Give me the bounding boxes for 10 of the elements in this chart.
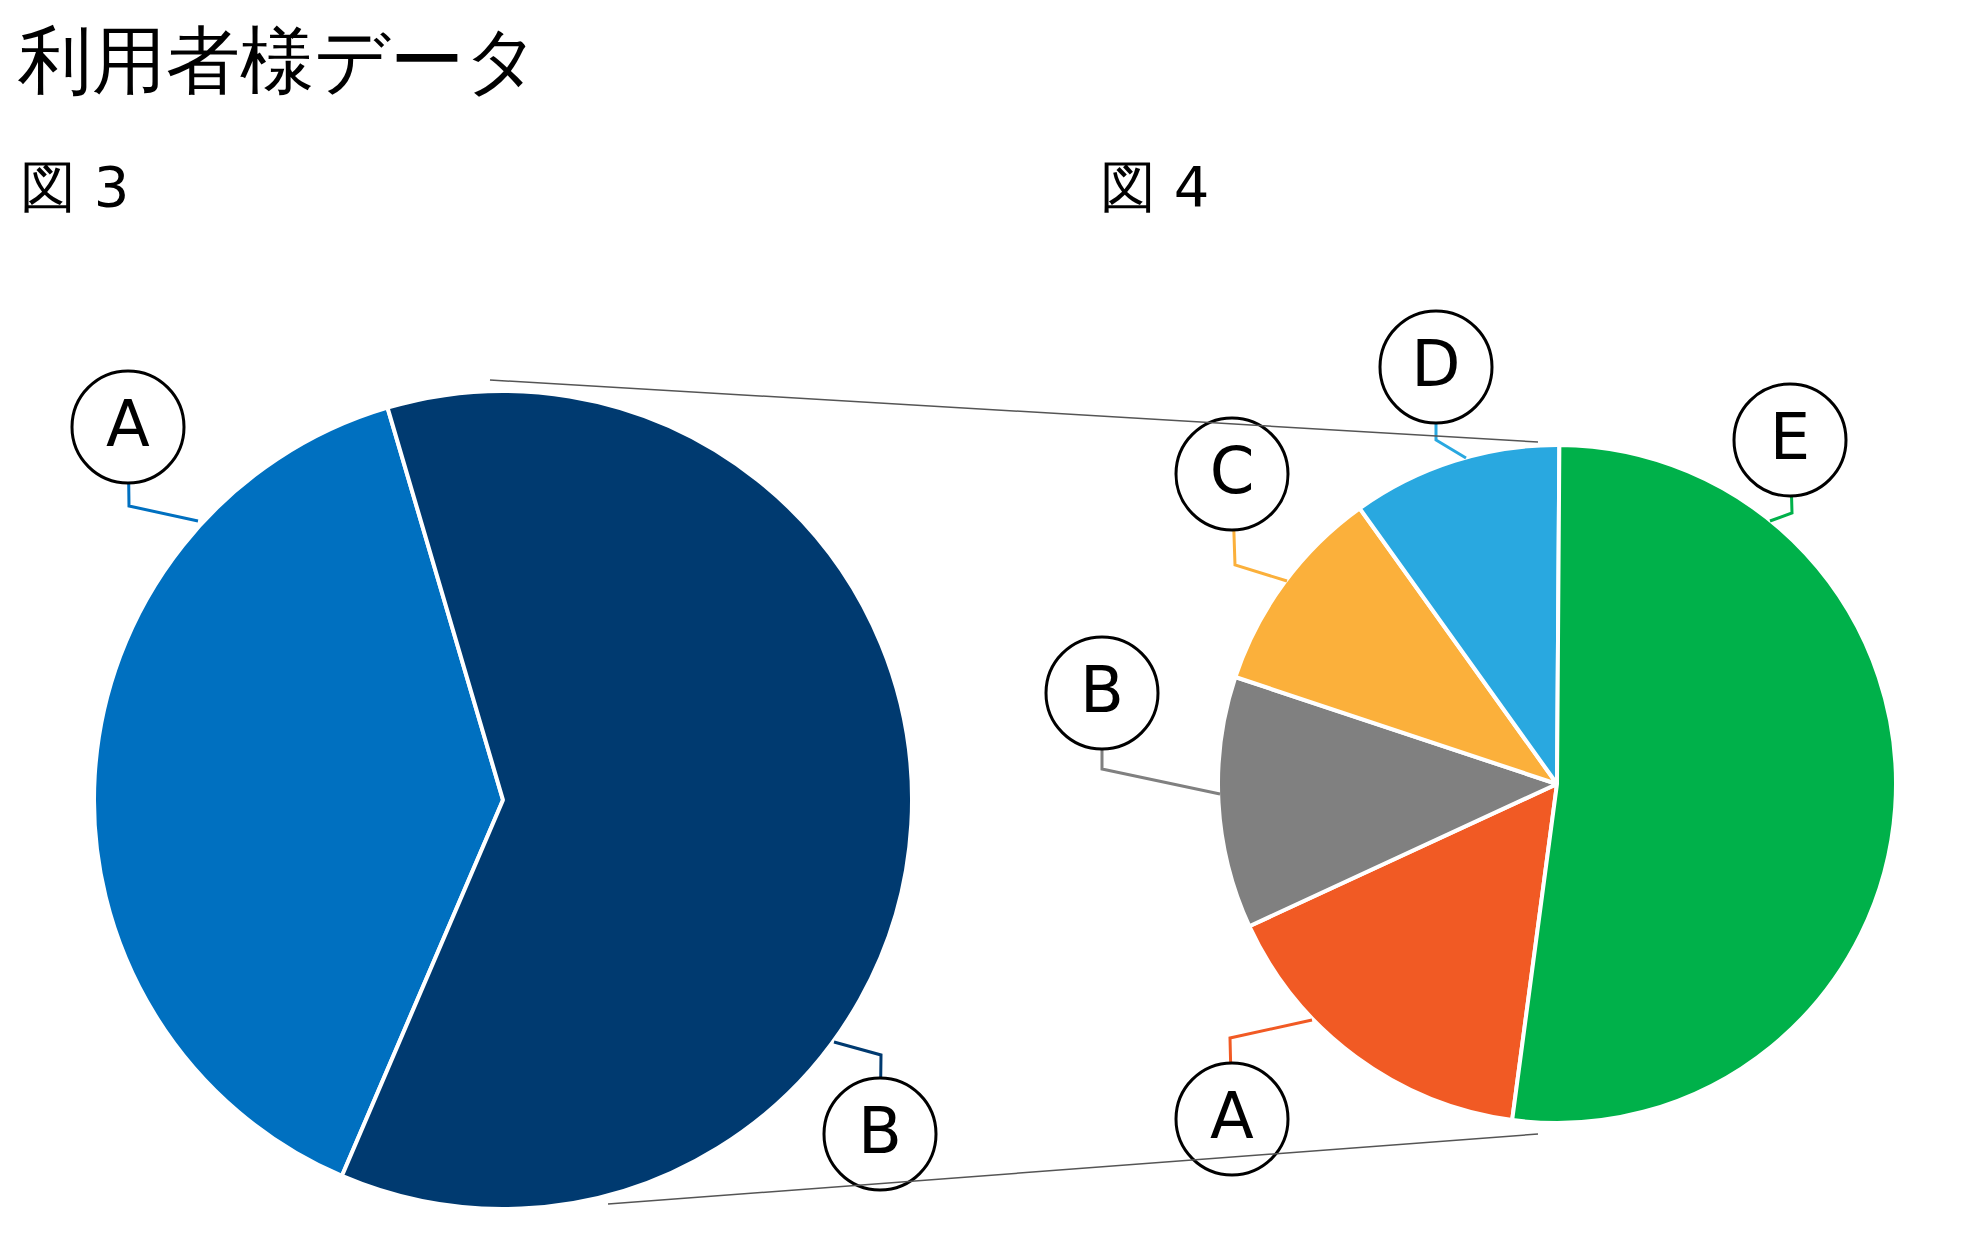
slice-label: A (106, 386, 151, 461)
slice-label: D (1411, 326, 1461, 401)
chart-title: 利用者様データ (18, 16, 540, 105)
chart-subtitle: 図 3 (20, 153, 130, 221)
chart-subtitle: 図 4 (1100, 153, 1210, 221)
slice-label: B (1080, 652, 1124, 727)
slice-label: A (1210, 1078, 1255, 1153)
slice-label: C (1209, 433, 1255, 508)
slice-label: B (858, 1093, 902, 1168)
slice-label: E (1769, 399, 1811, 474)
